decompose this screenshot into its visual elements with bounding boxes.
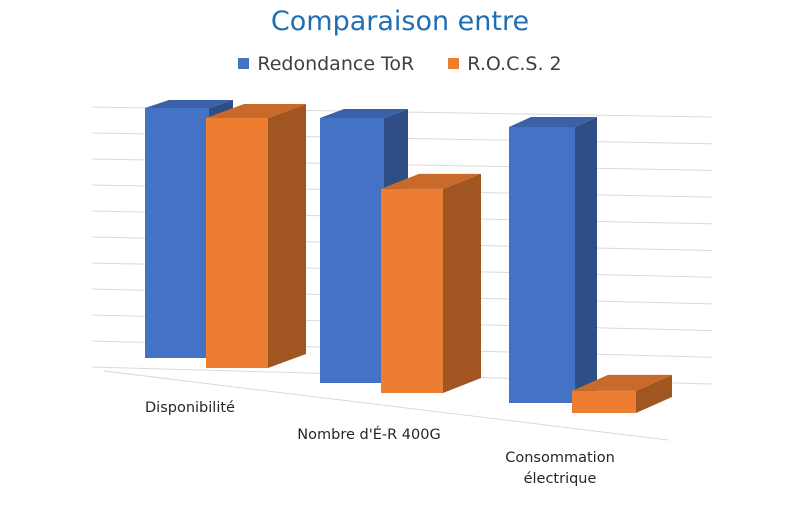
legend-item-series-1: Redondance ToR (238, 53, 414, 75)
bar-front-1-1 (145, 108, 209, 358)
bar-side-2-2 (443, 173, 481, 393)
chart-title: Comparaison entre (270, 6, 530, 37)
bar-top-1-3 (509, 117, 597, 127)
bar-2-2 (381, 173, 481, 393)
legend-label-series-2: R.O.C.S. 2 (467, 52, 562, 75)
category-label-3: Consommation électrique (505, 450, 615, 487)
legend-swatch-series-2 (448, 58, 460, 69)
category-label-1: Disponibilité (145, 400, 235, 416)
bar-top-1-2 (320, 109, 408, 118)
bar-front-1-3 (509, 127, 575, 403)
bar-2-1 (206, 104, 306, 368)
legend-item-series-2: R.O.C.S. 2 (448, 52, 562, 75)
bar-top-2-2 (381, 173, 481, 189)
legend-label-series-1: Redondance ToR (257, 52, 415, 75)
bar-front-2-2 (381, 188, 443, 393)
bar-1-3 (509, 117, 597, 403)
bar-side-2-1 (268, 104, 306, 368)
bar-front-2-3 (572, 390, 636, 413)
bar-top-2-1 (206, 104, 306, 118)
category-label-2: Nombre d'É-R 400G (297, 427, 441, 443)
bar-side-1-3 (575, 117, 597, 403)
bar-top-2-3 (572, 374, 672, 391)
legend-swatch-series-1 (238, 58, 250, 69)
floor-edge (103, 370, 669, 441)
bar-top-1-1 (145, 100, 233, 108)
bars (145, 100, 672, 413)
bar-side-2-3 (636, 374, 672, 413)
bar-front-1-2 (320, 118, 384, 383)
bar-front-2-1 (206, 118, 268, 368)
legend: Redondance ToR R.O.C.S. 2 (0, 52, 800, 75)
bar-2-3 (572, 374, 672, 413)
